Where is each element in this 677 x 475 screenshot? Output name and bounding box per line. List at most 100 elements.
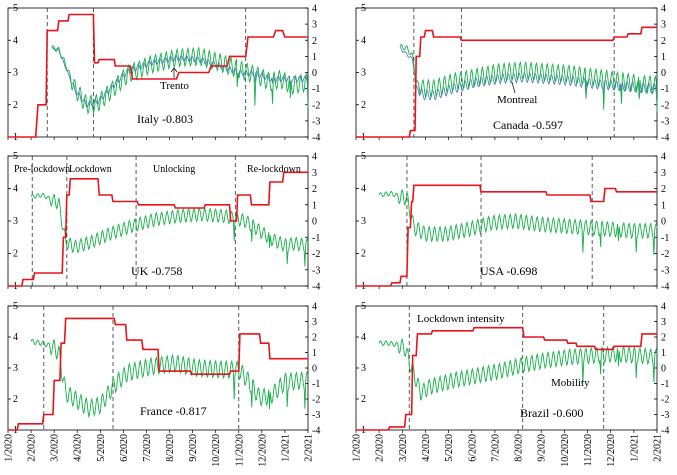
right-axis-tick-label: -3 xyxy=(312,265,320,276)
country-label: Italy -0.803 xyxy=(137,112,193,126)
phase-label-4: Re-lockdown xyxy=(247,164,301,175)
right-axis-tick-label: -2 xyxy=(312,395,320,406)
x-axis-tick-label: 9/2020 xyxy=(188,434,199,462)
lockdown-intensity-line xyxy=(8,317,308,431)
x-axis-tick-label: 8/2020 xyxy=(514,434,525,462)
right-axis-tick-label: -4 xyxy=(312,282,320,293)
mobility-line xyxy=(51,45,309,115)
right-axis-tick-label: 1 xyxy=(661,200,666,211)
phase-label-1: Pre-lockdown xyxy=(14,164,70,175)
right-axis-tick-label: -4 xyxy=(312,426,320,437)
mobility-line xyxy=(378,188,658,255)
panel-frame xyxy=(355,305,658,431)
right-axis-tick-label: 0 xyxy=(312,364,317,375)
right-axis-tick-label: 4 xyxy=(312,302,317,313)
right-axis-tick-label: -2 xyxy=(661,100,669,111)
x-axis-tick-label: 1/2021 xyxy=(280,434,291,462)
mobility-line xyxy=(378,338,658,401)
left-axis-tick-label: 3 xyxy=(13,68,18,79)
x-axis-tick-label: 1/2020 xyxy=(4,434,15,462)
right-axis-tick-label: -1 xyxy=(661,379,669,390)
country-label: Brazil -0.600 xyxy=(520,406,583,420)
right-axis-tick-label: -3 xyxy=(312,116,320,127)
right-axis-tick-label: -1 xyxy=(312,84,320,95)
right-axis-tick-label: 0 xyxy=(312,68,317,79)
x-axis-tick-label: 10/2020 xyxy=(560,434,571,467)
right-axis-tick-label: 4 xyxy=(661,302,666,313)
right-axis-tick-label: 2 xyxy=(661,36,666,47)
right-axis-tick-label: 4 xyxy=(661,152,666,163)
x-axis-tick-label: 3/2020 xyxy=(398,434,409,462)
right-axis-tick-label: 1 xyxy=(312,348,317,359)
phase-label-3: Unlocking xyxy=(153,164,195,175)
x-axis-tick-label: 2/2020 xyxy=(375,434,386,462)
right-axis-tick-label: -3 xyxy=(312,410,320,421)
left-axis-tick-label: 2 xyxy=(361,394,366,405)
x-axis-tick-label: 2/2020 xyxy=(27,434,38,462)
left-axis-tick-label: 4 xyxy=(361,332,366,343)
left-axis-tick-label: 5 xyxy=(361,151,366,162)
right-axis-tick-label: -3 xyxy=(661,265,669,276)
left-axis-tick-label: 4 xyxy=(361,184,366,195)
right-axis-tick-label: 4 xyxy=(312,152,317,163)
right-axis-tick-label: 3 xyxy=(661,168,666,179)
lockdown-intensity-line xyxy=(356,26,657,138)
lockdown-intensity-annotation: Lockdown intensity xyxy=(417,313,505,325)
x-axis-tick-label: 1/2020 xyxy=(352,434,363,462)
lockdown-intensity-line xyxy=(356,184,657,287)
x-axis-tick-label: 12/2020 xyxy=(606,434,617,467)
arrow-head-icon xyxy=(170,67,178,73)
country-label: France -0.817 xyxy=(140,404,207,418)
right-axis-tick-label: 2 xyxy=(661,184,666,195)
x-axis-tick-label: 11/2020 xyxy=(583,434,594,466)
left-axis-tick-label: 2 xyxy=(361,249,366,260)
phase-label-2: Lockdown xyxy=(69,164,112,175)
left-axis-tick-label: 3 xyxy=(13,363,18,374)
city-label-montreal: Montreal xyxy=(497,94,537,106)
right-axis-tick-label: 4 xyxy=(312,4,317,15)
left-axis-tick-label: 2 xyxy=(13,394,18,405)
right-axis-tick-label: 1 xyxy=(312,52,317,63)
right-axis-tick-label: -4 xyxy=(661,282,669,293)
left-axis-tick-label: 5 xyxy=(13,3,18,14)
country-label: USA -0.698 xyxy=(480,264,537,278)
lockdown-intensity-line xyxy=(8,13,308,138)
x-axis-tick-label: 7/2020 xyxy=(490,434,501,462)
x-axis-tick-label: 5/2020 xyxy=(96,434,107,462)
x-axis-tick-label: 4/2020 xyxy=(73,434,84,462)
left-axis-tick-label: 5 xyxy=(361,301,366,312)
right-axis-tick-label: 0 xyxy=(312,217,317,228)
left-axis-tick-label: 2 xyxy=(13,249,18,260)
right-axis-tick-label: -2 xyxy=(312,100,320,111)
left-axis-tick-label: 3 xyxy=(361,216,366,227)
left-axis-tick-label: 5 xyxy=(13,151,18,162)
right-axis-tick-label: -4 xyxy=(312,133,320,144)
right-axis-tick-label: 0 xyxy=(661,68,666,79)
lockdown-intensity-line xyxy=(356,326,657,431)
x-axis-tick-label: 2/2021 xyxy=(304,434,315,462)
right-axis-tick-label: -2 xyxy=(312,249,320,260)
country-label: UK -0.758 xyxy=(131,264,182,278)
x-axis-tick-label: 7/2020 xyxy=(142,434,153,462)
right-axis-tick-label: 0 xyxy=(661,364,666,375)
right-axis-tick-label: 2 xyxy=(312,333,317,344)
right-axis-tick-label: 3 xyxy=(661,317,666,328)
right-axis-tick-label: 3 xyxy=(661,20,666,31)
x-axis-tick-label: 6/2020 xyxy=(467,434,478,462)
right-axis-tick-label: 1 xyxy=(661,348,666,359)
mobility-line xyxy=(30,338,309,419)
x-axis-tick-label: 1/2021 xyxy=(629,434,640,462)
right-axis-tick-label: 4 xyxy=(661,4,666,15)
left-axis-tick-label: 3 xyxy=(13,216,18,227)
mobility-line xyxy=(399,43,658,112)
right-axis-tick-label: -1 xyxy=(312,379,320,390)
lockdown-intensity-line xyxy=(8,171,308,287)
country-label: Canada -0.597 xyxy=(493,118,563,132)
x-axis-tick-label: 4/2020 xyxy=(421,434,432,462)
right-axis-tick-label: -1 xyxy=(312,233,320,244)
